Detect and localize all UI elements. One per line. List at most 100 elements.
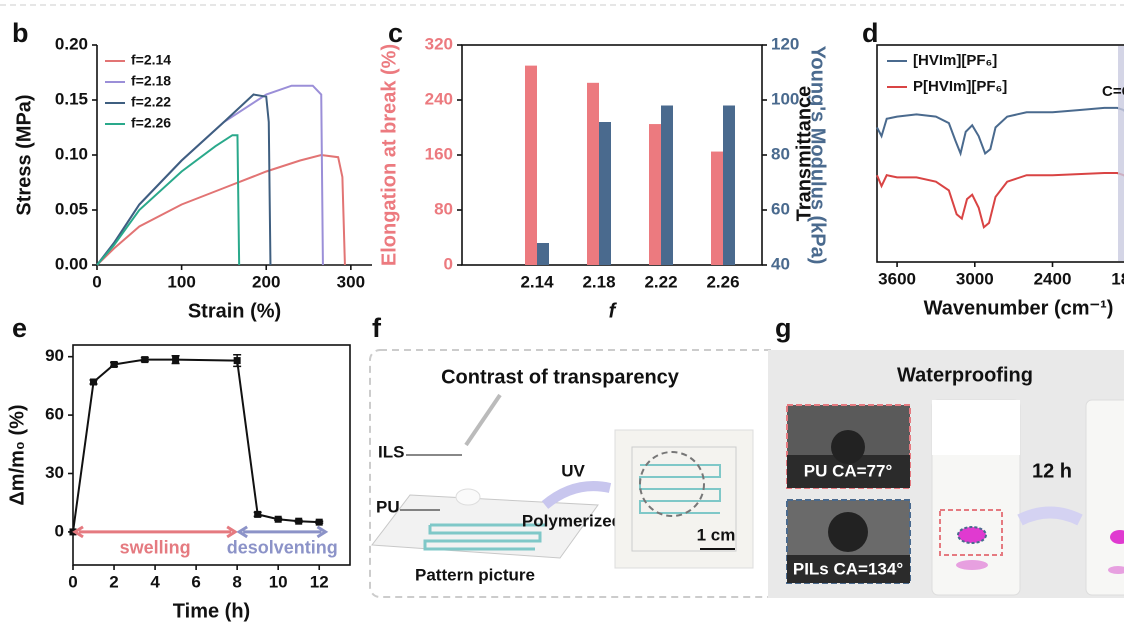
marker [172, 356, 180, 364]
series-line [96, 84, 324, 266]
x-tick-label: 300 [337, 272, 365, 291]
bar [649, 124, 661, 265]
panel-label: f [372, 313, 382, 343]
x-tick-label: 3600 [878, 269, 916, 288]
annotation-arrow [236, 525, 329, 539]
label-pu: PU [376, 497, 400, 516]
x-axis-label: Wavenumber (cm⁻¹) [924, 297, 1114, 319]
x-tick-label: 0 [92, 272, 101, 291]
x-axis-label: f [609, 300, 618, 322]
y2-tick-label: 40 [771, 254, 790, 273]
annotation-arrow [72, 525, 238, 539]
marker [315, 518, 323, 526]
marker [141, 356, 149, 364]
drop [1110, 530, 1124, 544]
droplet [828, 512, 868, 552]
x-axis-label: Time (h) [173, 600, 250, 622]
panel-g-title: Waterproofing [897, 364, 1033, 386]
annotation: swelling [120, 538, 191, 558]
series-line [96, 134, 241, 266]
vial [1085, 399, 1124, 596]
x-tick-label: 2.18 [582, 272, 615, 291]
legend-label: P[HVIm][PF₆] [913, 78, 1007, 95]
y-axis-label: Transmittance [793, 86, 815, 222]
x-tick-label: 3000 [956, 269, 994, 288]
label-time: 12 h [1032, 460, 1072, 482]
x-tick-label: 0 [68, 572, 77, 591]
plot-frame [72, 344, 351, 566]
y-tick-label: 240 [425, 89, 453, 108]
arrow [1017, 506, 1083, 526]
marker [295, 517, 303, 525]
pipette [464, 393, 502, 447]
drop [956, 560, 988, 570]
y-tick-label: 0 [444, 254, 453, 273]
label-polymerized: Polymerized [522, 511, 622, 530]
x-tick-label: 12 [310, 572, 329, 591]
drop [957, 526, 987, 544]
y2-tick-label: 60 [771, 199, 790, 218]
label-pils-ca: PILs CA=134° [793, 559, 903, 578]
label-pu-ca: PU CA=77° [804, 461, 893, 480]
legend-label: f=2.18 [131, 73, 171, 89]
bar [661, 105, 673, 265]
y-tick-label: 60 [45, 405, 64, 424]
panel-label: e [12, 313, 27, 343]
x-tick-label: 200 [252, 272, 280, 291]
panel-label: d [862, 18, 879, 48]
bar [537, 243, 549, 265]
x-tick-label: 2.26 [706, 272, 739, 291]
y-axis-label: Elongation at break (%) [378, 44, 400, 266]
label-ils: ILS [378, 442, 404, 461]
y-tick-label: 90 [45, 346, 64, 365]
marker [274, 515, 282, 523]
label-pattern: Pattern picture [415, 565, 535, 584]
y-tick-label: 0.10 [55, 144, 88, 163]
pattern [639, 464, 721, 514]
y-axis-label: Stress (MPa) [13, 94, 35, 215]
y-axis-label: Δm/m₀ (%) [6, 404, 28, 505]
y-tick-label: 0.20 [55, 34, 88, 53]
series-line [876, 172, 1124, 230]
series-line [96, 93, 272, 266]
series-line [96, 153, 346, 266]
bar [723, 105, 735, 265]
uv-arrow [541, 481, 612, 509]
bar [587, 82, 599, 265]
panel-label: b [12, 18, 29, 48]
y-tick-label: 0.00 [55, 254, 88, 273]
drop [1108, 566, 1124, 574]
highlight-band [1118, 46, 1124, 261]
y2-tick-label: 120 [771, 34, 799, 53]
x-tick-label: 10 [269, 572, 288, 591]
pattern [423, 523, 545, 551]
y-tick-label: 30 [45, 463, 64, 482]
annotation: C=C [1102, 83, 1124, 100]
x-tick-label: 8 [232, 572, 241, 591]
panel-f-title: Contrast of transparency [441, 366, 680, 388]
marker [90, 378, 98, 386]
y-tick-label: 0.05 [55, 199, 88, 218]
y-tick-label: 0 [55, 521, 64, 540]
y-tick-label: 0.15 [55, 89, 88, 108]
zoom-box [939, 509, 1003, 556]
bar [525, 65, 537, 265]
y2-axis-label: Young's Modulus (kPa) [807, 46, 829, 265]
y-tick-label: 160 [425, 144, 453, 163]
marker [254, 510, 262, 518]
ils-drop [455, 488, 481, 506]
photo [614, 429, 754, 569]
y-tick-label: 80 [434, 199, 453, 218]
legend-label: f=2.26 [131, 115, 171, 131]
x-tick-label: 6 [191, 572, 200, 591]
film-edge [631, 446, 737, 552]
legend-label: f=2.22 [131, 94, 171, 110]
cap [932, 400, 1020, 455]
x-axis-label: Strain (%) [188, 300, 281, 322]
label-uv: UV [561, 461, 585, 480]
x-tick-label: 2.14 [520, 272, 554, 291]
x-tick-label: 100 [167, 272, 195, 291]
marker [233, 357, 241, 365]
y2-tick-label: 80 [771, 144, 790, 163]
